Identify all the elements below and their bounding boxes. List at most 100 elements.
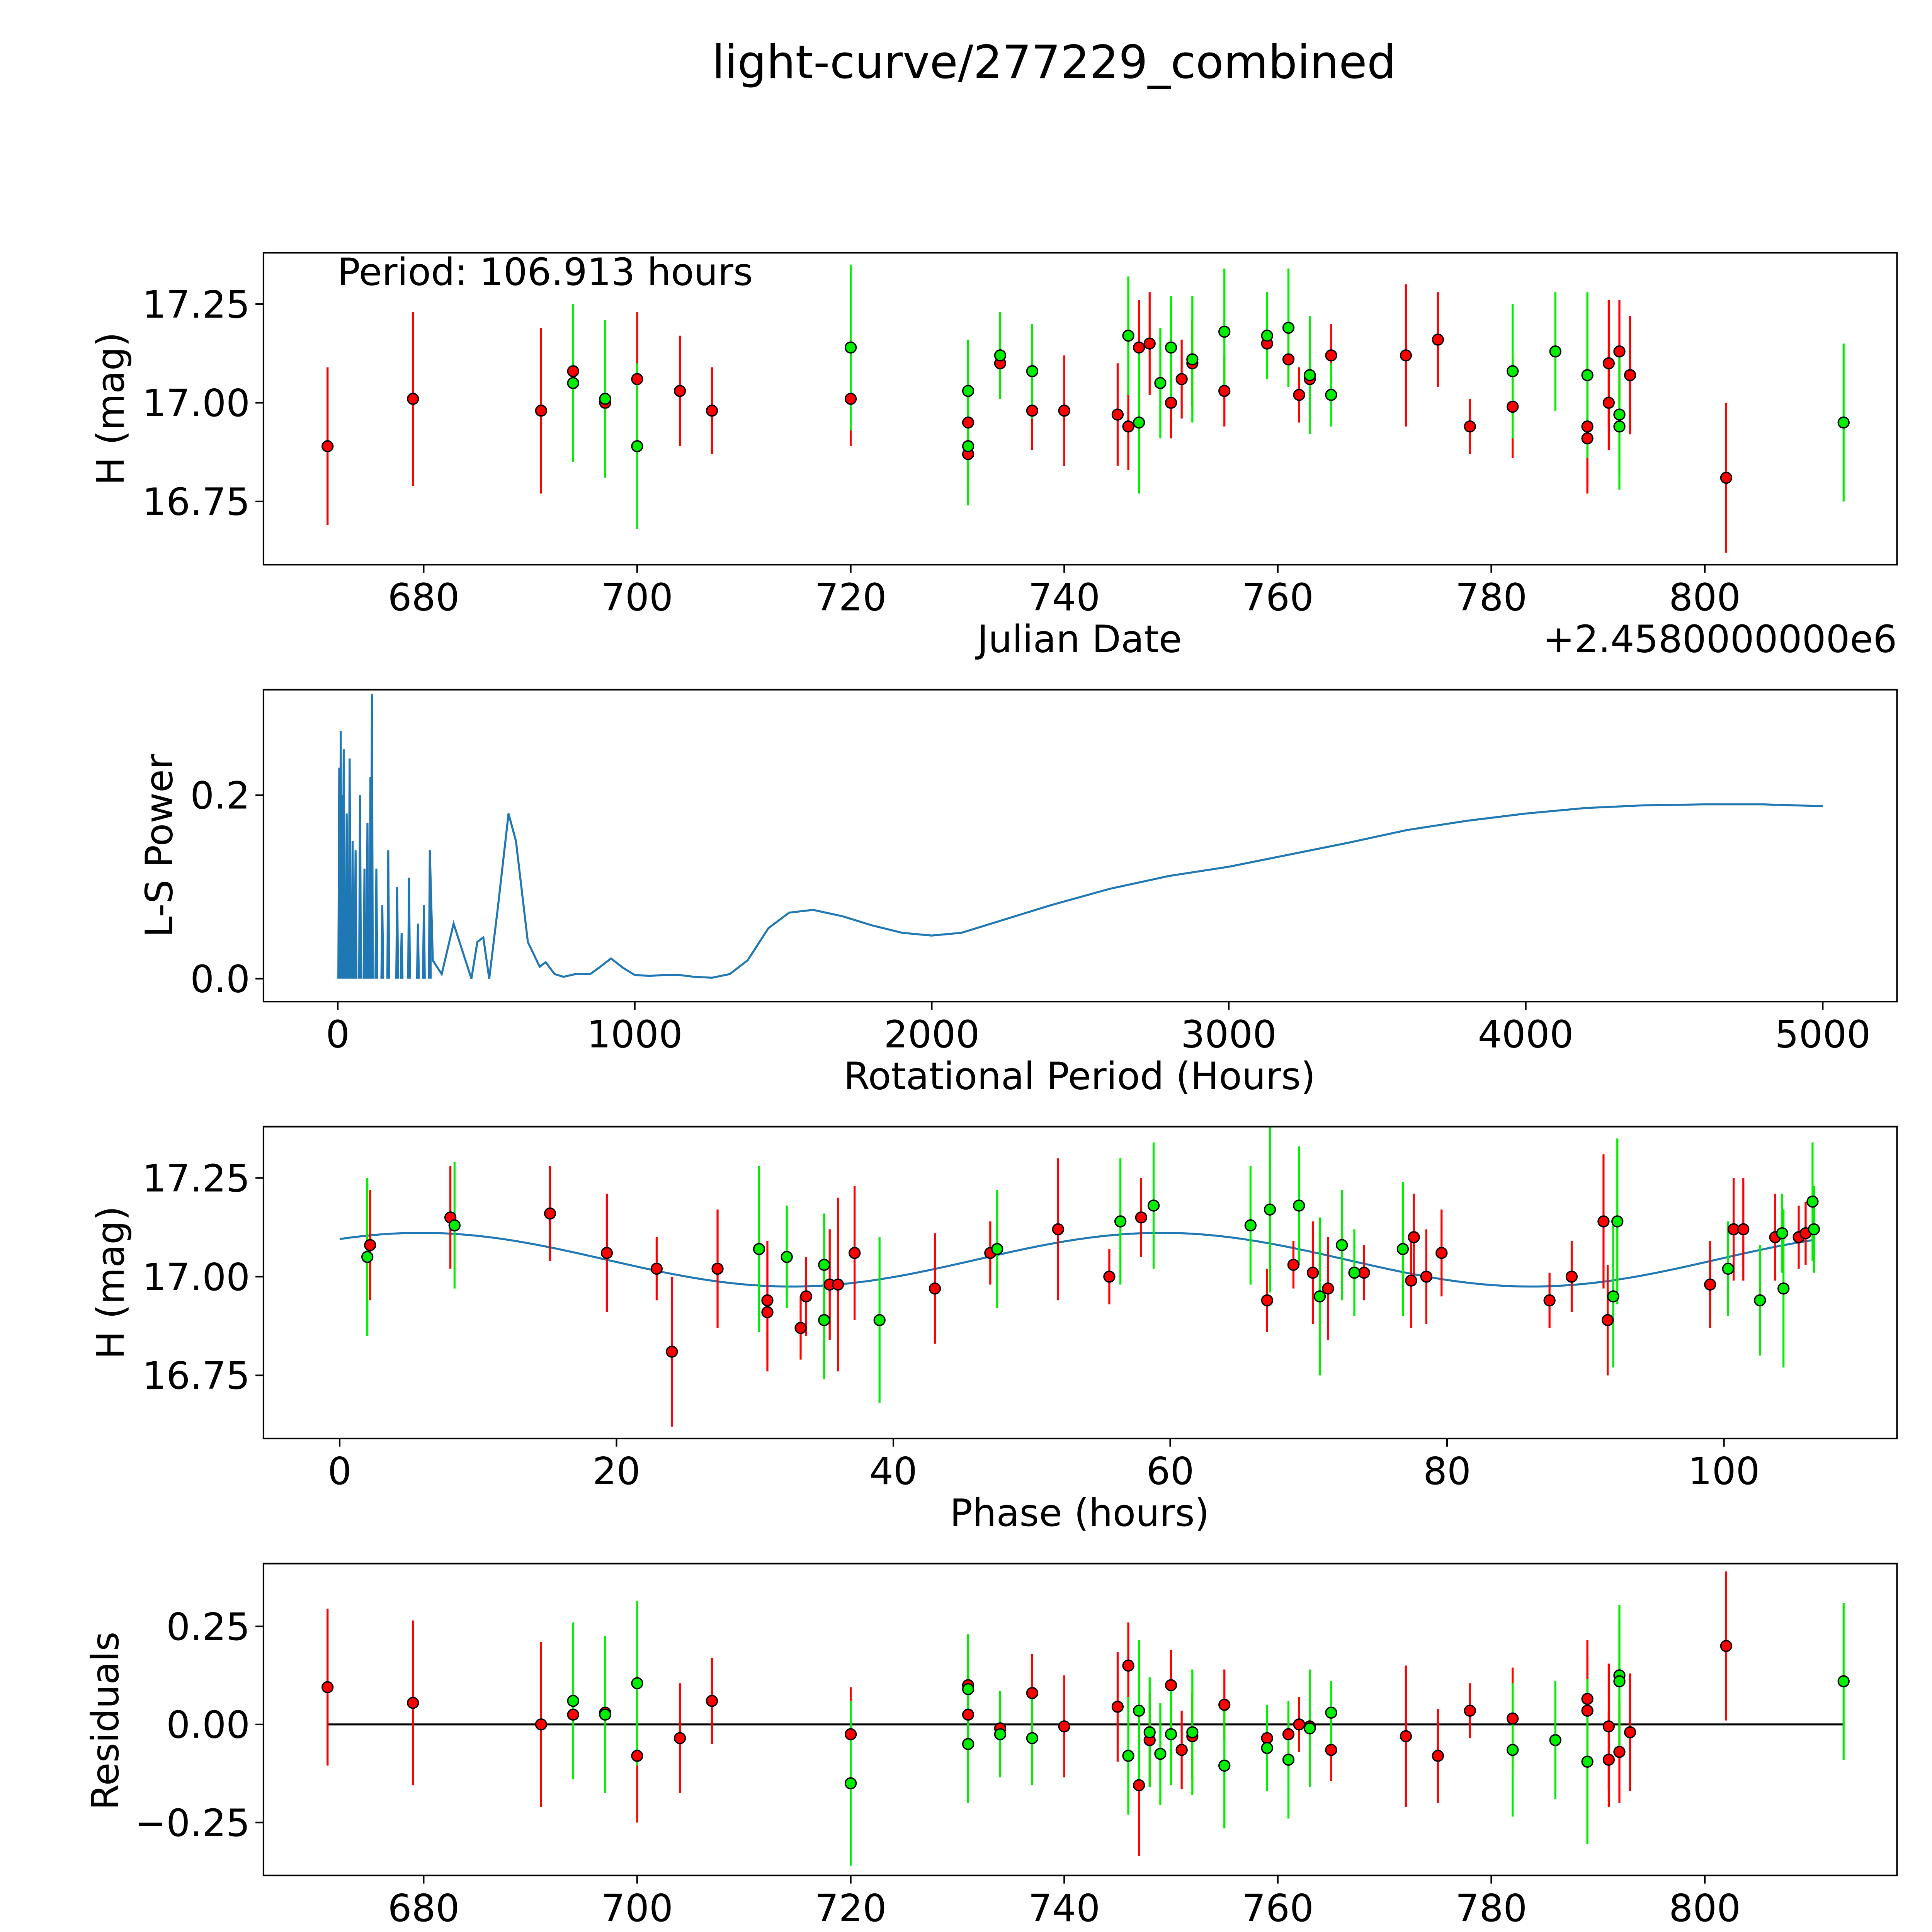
g-band-point: [1837, 1675, 1850, 1687]
r-band-point: [673, 385, 686, 397]
x-tick-label: 100: [1688, 1449, 1760, 1493]
g-band-point: [1806, 1196, 1819, 1208]
y-tick-label: 17.00: [142, 381, 250, 425]
y-tick-label: 0.25: [166, 1605, 250, 1649]
r-band-point: [567, 1708, 579, 1721]
g-band-point: [844, 341, 857, 354]
r-band-point: [1581, 1693, 1594, 1705]
g-band-point: [753, 1243, 765, 1255]
r-band-point: [1287, 1259, 1300, 1271]
x-tick-label: 2000: [884, 1012, 980, 1056]
r-band-point: [1602, 396, 1615, 409]
r-band-point: [1464, 420, 1476, 433]
x-tick-label: 720: [815, 576, 887, 619]
g-band-point: [1261, 330, 1273, 342]
g-band-point: [1026, 365, 1039, 378]
r-band-point: [794, 1322, 807, 1334]
residuals-ylabel: Residuals: [83, 1632, 127, 1810]
g-band-point: [994, 349, 1007, 362]
r-band-point: [1507, 1712, 1519, 1725]
r-band-point: [666, 1345, 678, 1358]
g-band-point: [873, 1314, 886, 1327]
r-band-point: [1325, 1744, 1337, 1756]
g-band-point: [361, 1251, 374, 1263]
g-band-point: [1581, 369, 1594, 381]
r-band-point: [1601, 1314, 1614, 1327]
y-tick-label: 0.00: [166, 1703, 250, 1747]
g-band-point: [1507, 365, 1519, 378]
r-band-point: [1581, 432, 1594, 445]
r-band-point: [1325, 349, 1337, 362]
x-tick-label: 760: [1242, 1886, 1314, 1930]
g-band-point: [962, 440, 975, 452]
g-band-point: [631, 440, 643, 452]
residuals-plot-area: [321, 1571, 1850, 1866]
g-band-point: [1261, 1742, 1273, 1754]
g-band-point: [1304, 369, 1316, 381]
g-band-point: [991, 1243, 1003, 1255]
g-band-point: [962, 385, 975, 397]
g-band-point: [1549, 345, 1561, 358]
g-band-point: [1143, 1726, 1156, 1738]
g-band-point: [1165, 1728, 1177, 1740]
x-tick-label: 780: [1455, 1886, 1527, 1930]
g-band-point: [1282, 1753, 1295, 1766]
r-band-point: [650, 1262, 663, 1275]
y-tick-label: 17.25: [142, 1156, 250, 1200]
g-band-point: [1165, 341, 1177, 354]
residuals-x-offset: +2.4580000000e6: [1543, 1928, 1897, 1932]
g-band-point: [1754, 1294, 1766, 1306]
r-band-point: [1602, 357, 1615, 369]
x-tick-label: 40: [869, 1449, 917, 1493]
r-band-point: [1432, 1750, 1444, 1762]
r-band-point: [1400, 1730, 1412, 1742]
r-band-point: [1597, 1215, 1610, 1228]
r-band-point: [844, 393, 857, 405]
g-band-point: [1304, 1722, 1316, 1735]
light-curve-panel: Period: 106.913 hours Julian Date +2.458…: [89, 250, 1898, 661]
g-band-point: [1264, 1203, 1276, 1216]
r-band-point: [844, 1728, 857, 1740]
x-tick-label: 1000: [587, 1012, 683, 1056]
y-tick-label: 17.00: [142, 1255, 250, 1299]
r-band-point: [407, 1697, 419, 1709]
g-band-point: [1122, 1750, 1134, 1762]
r-band-point: [761, 1294, 774, 1306]
g-band-point: [818, 1259, 830, 1271]
r-band-point: [1026, 1687, 1039, 1699]
g-band-point: [1186, 353, 1199, 366]
g-band-point: [599, 393, 611, 405]
r-band-point: [1293, 389, 1305, 401]
r-band-point: [364, 1239, 376, 1251]
periodogram-frame: [262, 689, 1898, 1003]
figure-title: light-curve/277229_combined: [712, 36, 1396, 89]
periodogram-ylabel: L-S Power: [137, 753, 181, 937]
r-band-point: [407, 393, 419, 405]
residuals-frame: [262, 1563, 1898, 1876]
g-band-point: [1722, 1262, 1734, 1275]
y-tick-label: 0.2: [190, 774, 250, 818]
r-band-point: [1165, 396, 1177, 409]
y-tick-label: −0.25: [135, 1801, 250, 1845]
periodogram-panel: Rotational Period (Hours) L-S Power 0 100…: [137, 689, 1898, 1098]
x-tick-label: 700: [601, 1886, 673, 1930]
r-band-point: [1165, 1679, 1177, 1691]
r-band-point: [1405, 1274, 1417, 1287]
r-band-point: [1026, 405, 1039, 417]
x-tick-label: 80: [1423, 1449, 1471, 1493]
residuals-xlabel: Julian Date: [975, 1928, 1182, 1932]
x-tick-label: 680: [388, 1886, 459, 1930]
periodogram-plot-area: [337, 694, 1823, 979]
y-tick-label: 0.0: [190, 957, 250, 1001]
r-band-point: [711, 1262, 724, 1275]
r-band-point: [1435, 1247, 1448, 1259]
g-band-point: [1808, 1223, 1820, 1236]
periodogram-line: [429, 803, 1823, 979]
r-band-point: [1613, 1746, 1626, 1758]
r-band-point: [631, 1750, 643, 1762]
r-band-point: [706, 1695, 718, 1707]
g-band-point: [1837, 416, 1850, 429]
periodogram-spikes: [337, 694, 432, 979]
